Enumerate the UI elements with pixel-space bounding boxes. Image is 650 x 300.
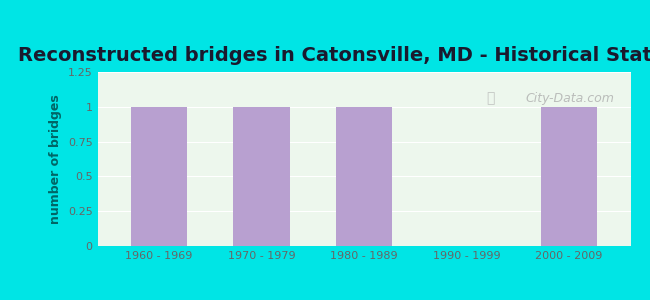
Bar <box>131 107 187 246</box>
Text: ⓘ: ⓘ <box>486 91 495 105</box>
Text: City-Data.com: City-Data.com <box>526 92 614 105</box>
Bar <box>541 107 597 246</box>
Y-axis label: number of bridges: number of bridges <box>49 94 62 224</box>
Bar <box>233 107 290 246</box>
Title: Reconstructed bridges in Catonsville, MD - Historical Statistics: Reconstructed bridges in Catonsville, MD… <box>18 46 650 65</box>
Bar <box>336 107 392 246</box>
